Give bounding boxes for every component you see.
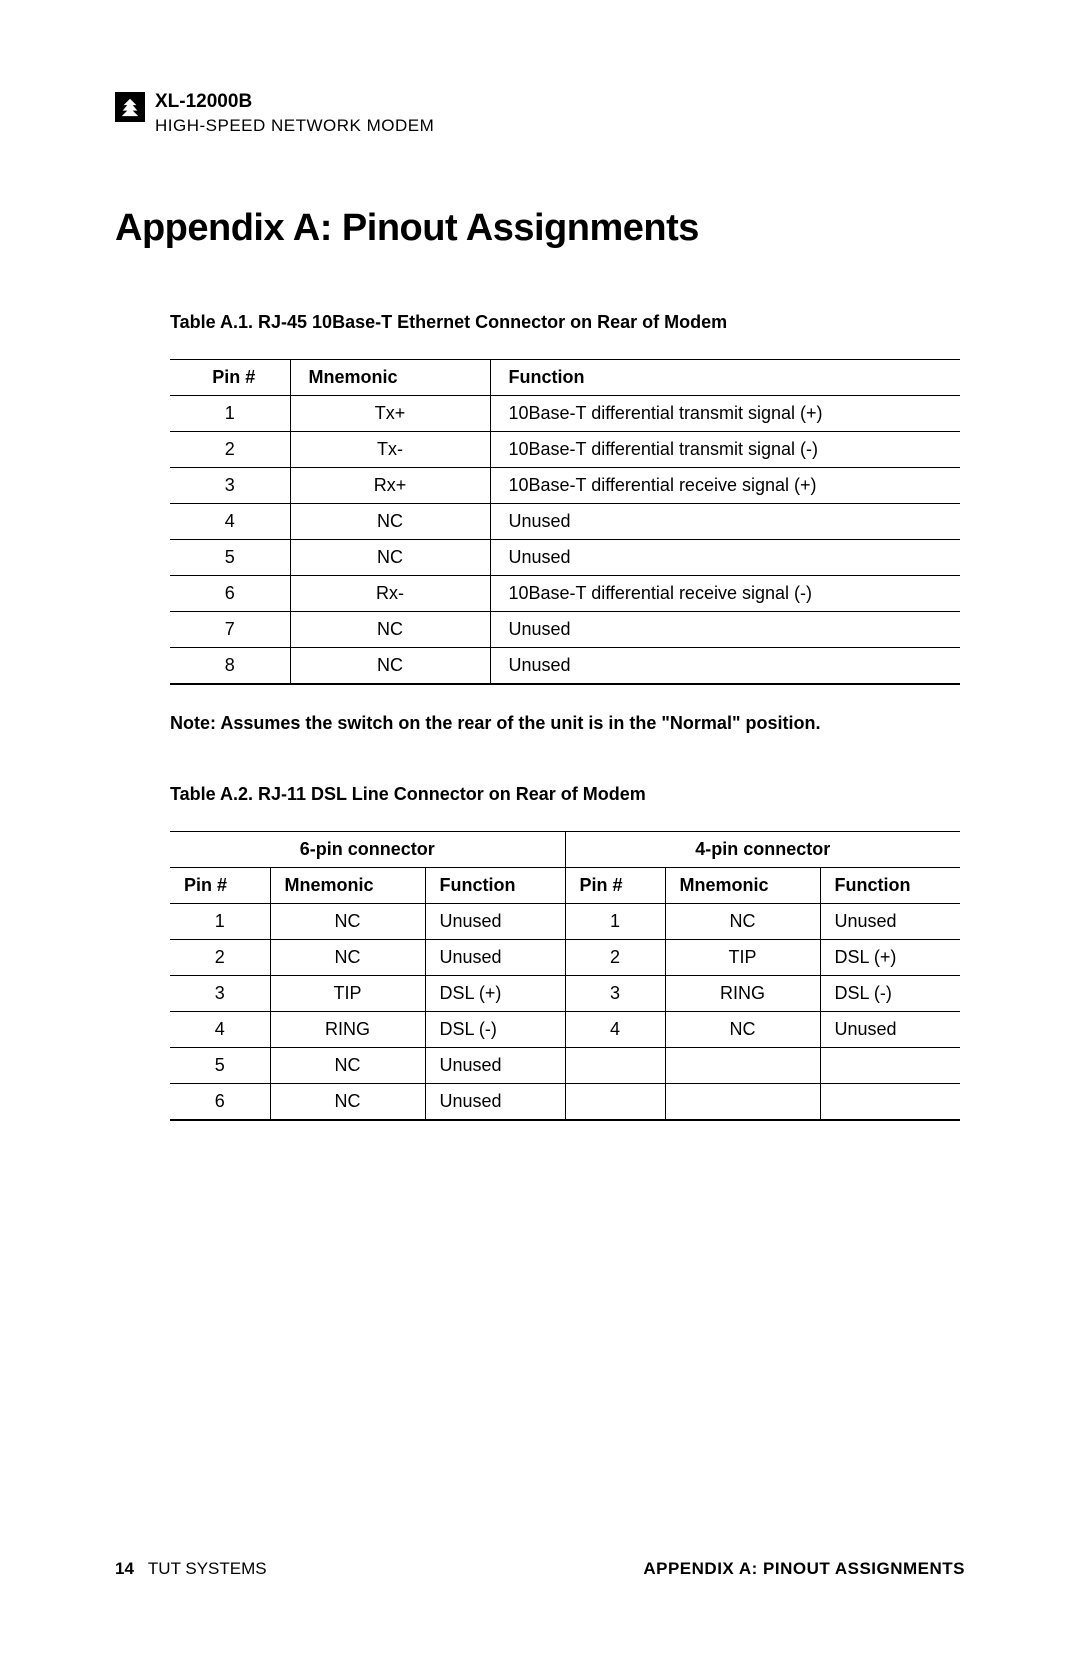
table1-caption: Table A.1. RJ-45 10Base-T Ethernet Conne… xyxy=(170,312,965,333)
cell-6pin: Unused xyxy=(425,939,565,975)
table2-header-mnem-a: Mnemonic xyxy=(270,867,425,903)
table-row: 8NCUnused xyxy=(170,647,960,684)
table-row: 5NCUnused xyxy=(170,1047,960,1083)
cell-function: Unused xyxy=(490,503,960,539)
cell-6pin: NC xyxy=(270,939,425,975)
table-row: 4NCUnused xyxy=(170,503,960,539)
cell-4pin xyxy=(820,1083,960,1120)
table-row: 3TIPDSL (+)3RINGDSL (-) xyxy=(170,975,960,1011)
table-row: 2NCUnused2TIPDSL (+) xyxy=(170,939,960,975)
page-number: 14 xyxy=(115,1559,134,1578)
cell-4pin xyxy=(665,1083,820,1120)
cell-6pin: NC xyxy=(270,1083,425,1120)
cell-4pin: 1 xyxy=(565,903,665,939)
cell-6pin: Unused xyxy=(425,1047,565,1083)
cell-pin: 3 xyxy=(170,467,290,503)
table2-header-pin-a: Pin # xyxy=(170,867,270,903)
cell-6pin: 1 xyxy=(170,903,270,939)
cell-function: Unused xyxy=(490,611,960,647)
cell-function: 10Base-T differential transmit signal (-… xyxy=(490,431,960,467)
footer-company: TUT SYSTEMS xyxy=(148,1559,267,1578)
cell-function: Unused xyxy=(490,647,960,684)
cell-function: Unused xyxy=(490,539,960,575)
cell-6pin: RING xyxy=(270,1011,425,1047)
table2-header-func-a: Function xyxy=(425,867,565,903)
cell-pin: 5 xyxy=(170,539,290,575)
footer-section: APPENDIX A: PINOUT ASSIGNMENTS xyxy=(643,1559,965,1579)
cell-6pin: NC xyxy=(270,903,425,939)
cell-4pin: DSL (+) xyxy=(820,939,960,975)
cell-4pin: NC xyxy=(665,1011,820,1047)
brand-logo-icon xyxy=(115,92,145,122)
cell-4pin: 3 xyxy=(565,975,665,1011)
table2-group-6pin: 6-pin connector xyxy=(170,831,565,867)
cell-6pin: 2 xyxy=(170,939,270,975)
cell-4pin xyxy=(820,1047,960,1083)
table-row: 3Rx+10Base-T differential receive signal… xyxy=(170,467,960,503)
table1-header-pin: Pin # xyxy=(170,359,290,395)
cell-mnemonic: Tx- xyxy=(290,431,490,467)
cell-pin: 8 xyxy=(170,647,290,684)
cell-4pin: DSL (-) xyxy=(820,975,960,1011)
table-rj45-pinout: Pin # Mnemonic Function 1Tx+10Base-T dif… xyxy=(170,359,960,685)
cell-4pin xyxy=(565,1047,665,1083)
cell-function: 10Base-T differential receive signal (-) xyxy=(490,575,960,611)
table-row: 2Tx-10Base-T differential transmit signa… xyxy=(170,431,960,467)
page-title: Appendix A: Pinout Assignments xyxy=(115,207,965,250)
cell-pin: 1 xyxy=(170,395,290,431)
cell-6pin: Unused xyxy=(425,903,565,939)
table-row: 1NCUnused1NCUnused xyxy=(170,903,960,939)
table2-header-pin-b: Pin # xyxy=(565,867,665,903)
cell-4pin xyxy=(665,1047,820,1083)
cell-4pin: 4 xyxy=(565,1011,665,1047)
cell-mnemonic: Rx- xyxy=(290,575,490,611)
document-header: XL-12000B HIGH-SPEED NETWORK MODEM xyxy=(115,90,965,137)
table1-note: Note: Assumes the switch on the rear of … xyxy=(170,713,965,734)
page-footer: 14 TUT SYSTEMS APPENDIX A: PINOUT ASSIGNM… xyxy=(115,1559,965,1579)
cell-pin: 2 xyxy=(170,431,290,467)
table-row: 1Tx+10Base-T differential transmit signa… xyxy=(170,395,960,431)
table2-caption: Table A.2. RJ-11 DSL Line Connector on R… xyxy=(170,784,965,805)
product-model: XL-12000B xyxy=(155,90,434,115)
cell-function: 10Base-T differential receive signal (+) xyxy=(490,467,960,503)
cell-6pin: 5 xyxy=(170,1047,270,1083)
cell-4pin: NC xyxy=(665,903,820,939)
table1-header-mnemonic: Mnemonic xyxy=(290,359,490,395)
cell-pin: 6 xyxy=(170,575,290,611)
cell-6pin: Unused xyxy=(425,1083,565,1120)
table-row: 6NCUnused xyxy=(170,1083,960,1120)
table-row: 4RINGDSL (-)4NCUnused xyxy=(170,1011,960,1047)
cell-mnemonic: NC xyxy=(290,503,490,539)
cell-mnemonic: NC xyxy=(290,647,490,684)
product-subtitle: HIGH-SPEED NETWORK MODEM xyxy=(155,115,434,137)
cell-4pin: Unused xyxy=(820,903,960,939)
cell-6pin: 6 xyxy=(170,1083,270,1120)
table2-header-mnem-b: Mnemonic xyxy=(665,867,820,903)
cell-4pin: Unused xyxy=(820,1011,960,1047)
cell-6pin: 3 xyxy=(170,975,270,1011)
cell-6pin: DSL (-) xyxy=(425,1011,565,1047)
cell-mnemonic: NC xyxy=(290,539,490,575)
table2-group-4pin: 4-pin connector xyxy=(565,831,960,867)
cell-4pin: TIP xyxy=(665,939,820,975)
cell-6pin: DSL (+) xyxy=(425,975,565,1011)
cell-mnemonic: NC xyxy=(290,611,490,647)
cell-mnemonic: Tx+ xyxy=(290,395,490,431)
cell-pin: 4 xyxy=(170,503,290,539)
cell-function: 10Base-T differential transmit signal (+… xyxy=(490,395,960,431)
cell-pin: 7 xyxy=(170,611,290,647)
cell-6pin: 4 xyxy=(170,1011,270,1047)
table-row: 5NCUnused xyxy=(170,539,960,575)
cell-4pin xyxy=(565,1083,665,1120)
cell-4pin: RING xyxy=(665,975,820,1011)
table-row: 7NCUnused xyxy=(170,611,960,647)
cell-6pin: NC xyxy=(270,1047,425,1083)
table-rj11-pinout: 6-pin connector 4-pin connector Pin # Mn… xyxy=(170,831,960,1121)
table1-header-function: Function xyxy=(490,359,960,395)
cell-4pin: 2 xyxy=(565,939,665,975)
cell-mnemonic: Rx+ xyxy=(290,467,490,503)
table-row: 6Rx-10Base-T differential receive signal… xyxy=(170,575,960,611)
cell-6pin: TIP xyxy=(270,975,425,1011)
table2-header-func-b: Function xyxy=(820,867,960,903)
